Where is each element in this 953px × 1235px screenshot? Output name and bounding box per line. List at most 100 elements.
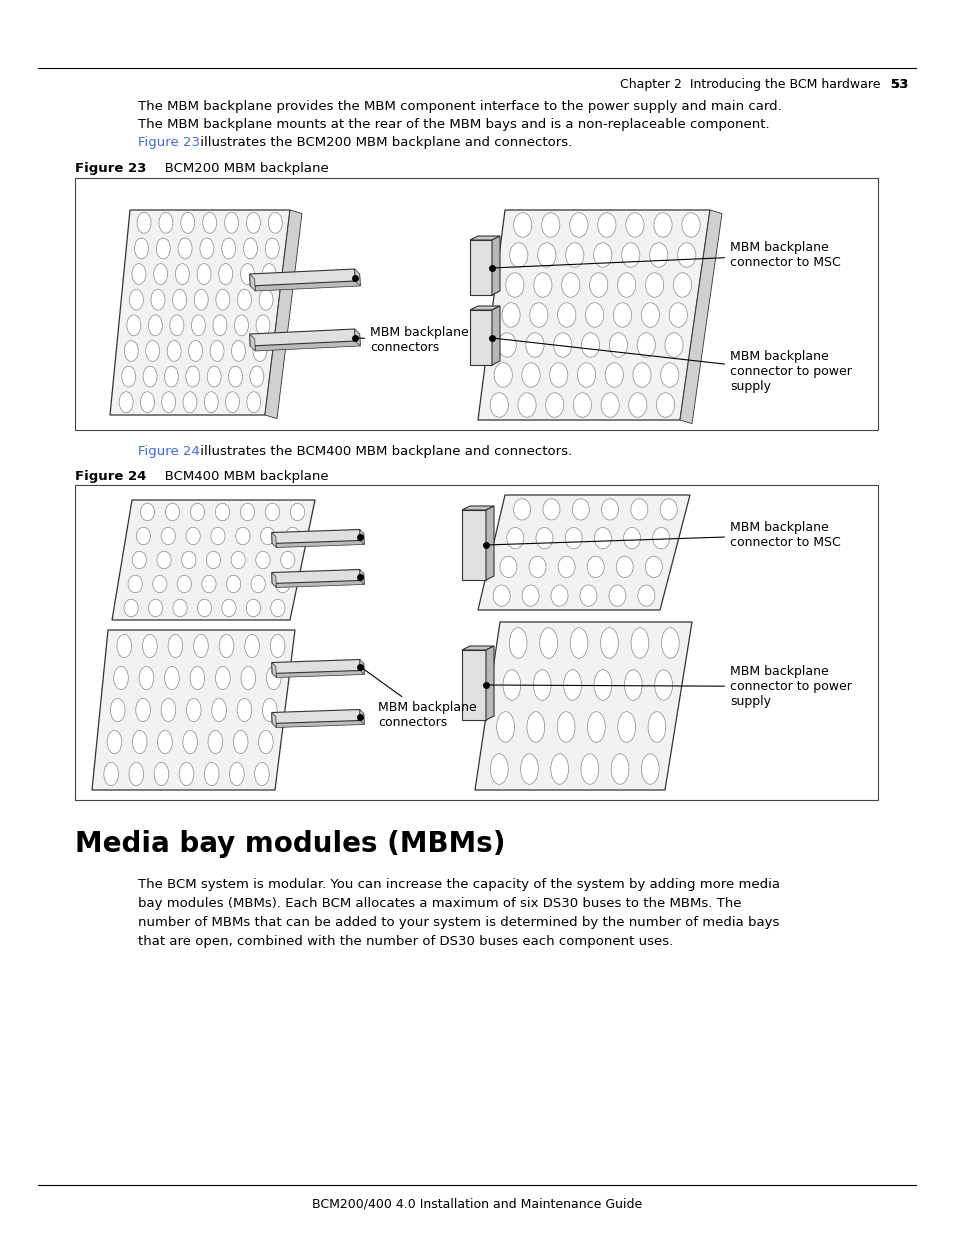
Ellipse shape	[219, 635, 233, 657]
Ellipse shape	[506, 527, 523, 548]
Ellipse shape	[206, 551, 220, 569]
Ellipse shape	[132, 551, 146, 569]
Ellipse shape	[659, 499, 677, 520]
Ellipse shape	[664, 332, 682, 357]
Ellipse shape	[624, 669, 641, 700]
Text: Figure 24: Figure 24	[138, 445, 200, 458]
Ellipse shape	[232, 341, 245, 362]
Ellipse shape	[638, 585, 654, 606]
Ellipse shape	[509, 627, 526, 658]
Ellipse shape	[143, 366, 157, 387]
Ellipse shape	[240, 263, 254, 284]
Ellipse shape	[617, 273, 635, 298]
Ellipse shape	[215, 667, 230, 689]
Ellipse shape	[561, 273, 579, 298]
Ellipse shape	[164, 366, 178, 387]
Ellipse shape	[493, 585, 510, 606]
Ellipse shape	[218, 263, 233, 284]
Ellipse shape	[235, 527, 250, 545]
Ellipse shape	[577, 363, 595, 388]
Polygon shape	[477, 210, 709, 420]
Ellipse shape	[613, 303, 631, 327]
Ellipse shape	[221, 599, 235, 616]
Polygon shape	[461, 510, 485, 580]
Ellipse shape	[611, 753, 628, 784]
Ellipse shape	[186, 699, 201, 721]
Polygon shape	[355, 329, 360, 346]
Polygon shape	[265, 210, 302, 419]
Ellipse shape	[268, 212, 282, 233]
Ellipse shape	[604, 363, 622, 388]
Ellipse shape	[130, 289, 143, 310]
Ellipse shape	[124, 341, 138, 362]
Ellipse shape	[193, 635, 208, 657]
Ellipse shape	[573, 393, 591, 417]
Ellipse shape	[580, 753, 598, 784]
Ellipse shape	[243, 238, 257, 259]
Text: MBM backplane
connector to power
supply: MBM backplane connector to power supply	[495, 338, 851, 393]
Ellipse shape	[142, 635, 157, 657]
Ellipse shape	[113, 667, 129, 689]
Ellipse shape	[640, 753, 659, 784]
Ellipse shape	[258, 730, 273, 753]
Ellipse shape	[197, 599, 212, 616]
Ellipse shape	[168, 635, 183, 657]
Ellipse shape	[618, 711, 635, 742]
Text: number of MBMs that can be added to your system is determined by the number of m: number of MBMs that can be added to your…	[138, 916, 779, 929]
Ellipse shape	[550, 753, 568, 784]
Ellipse shape	[677, 243, 695, 267]
Polygon shape	[272, 532, 276, 547]
Ellipse shape	[127, 315, 141, 336]
Ellipse shape	[202, 212, 216, 233]
Ellipse shape	[553, 332, 571, 357]
Ellipse shape	[161, 527, 175, 545]
Ellipse shape	[585, 303, 603, 327]
Polygon shape	[272, 530, 360, 543]
Bar	[75, 178, 877, 430]
Ellipse shape	[513, 212, 531, 237]
Polygon shape	[461, 506, 494, 510]
Polygon shape	[475, 622, 691, 790]
Polygon shape	[250, 333, 255, 351]
Ellipse shape	[549, 363, 567, 388]
Ellipse shape	[290, 503, 304, 521]
Ellipse shape	[490, 753, 508, 784]
Text: Figure 24: Figure 24	[75, 471, 146, 483]
Ellipse shape	[117, 635, 132, 657]
Ellipse shape	[526, 711, 544, 742]
Ellipse shape	[165, 503, 179, 521]
Ellipse shape	[644, 556, 661, 578]
Ellipse shape	[536, 527, 553, 548]
Ellipse shape	[640, 303, 659, 327]
Text: Chapter 2  Introducing the BCM hardware   53: Chapter 2 Introducing the BCM hardware 5…	[619, 78, 907, 91]
Polygon shape	[461, 646, 494, 650]
Ellipse shape	[153, 263, 168, 284]
Polygon shape	[470, 240, 492, 295]
Ellipse shape	[637, 332, 655, 357]
Polygon shape	[477, 495, 689, 610]
Ellipse shape	[647, 711, 665, 742]
Ellipse shape	[211, 527, 225, 545]
Ellipse shape	[128, 576, 142, 593]
Ellipse shape	[186, 527, 200, 545]
Text: BCM200 MBM backplane: BCM200 MBM backplane	[152, 162, 329, 175]
Ellipse shape	[210, 341, 224, 362]
Ellipse shape	[632, 363, 650, 388]
Ellipse shape	[135, 699, 151, 721]
Ellipse shape	[151, 289, 165, 310]
Ellipse shape	[262, 699, 276, 721]
Ellipse shape	[587, 711, 604, 742]
Polygon shape	[275, 573, 364, 588]
Ellipse shape	[246, 599, 260, 616]
Ellipse shape	[200, 238, 213, 259]
Ellipse shape	[224, 212, 238, 233]
Ellipse shape	[134, 238, 149, 259]
Ellipse shape	[122, 366, 135, 387]
Text: bay modules (MBMs). Each BCM allocates a maximum of six DS30 buses to the MBMs. : bay modules (MBMs). Each BCM allocates a…	[138, 897, 740, 910]
Polygon shape	[272, 659, 360, 673]
Ellipse shape	[521, 585, 538, 606]
Ellipse shape	[156, 551, 171, 569]
Ellipse shape	[246, 212, 260, 233]
Ellipse shape	[600, 393, 618, 417]
Ellipse shape	[558, 303, 576, 327]
